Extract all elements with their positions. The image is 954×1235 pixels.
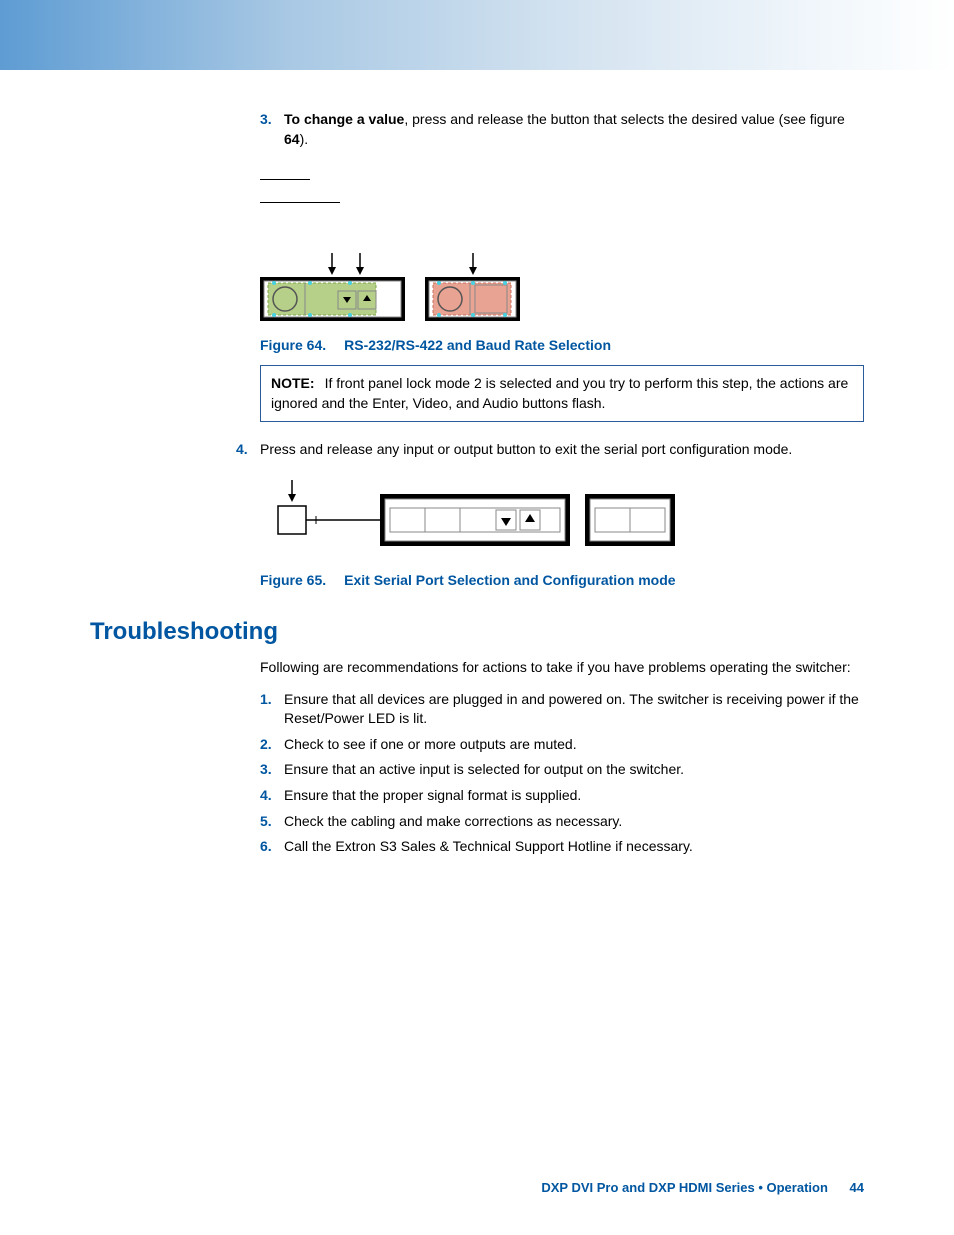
item-number: 4. [260,786,284,806]
figure-64-title: RS-232/RS-422 and Baud Rate Selection [344,337,611,353]
step-4: 4. Press and release any input or output… [236,440,864,460]
item-number: 6. [260,837,284,857]
troubleshoot-item-4: 4. Ensure that the proper signal format … [260,786,864,806]
figure-65-title-bold: Serial Port Selection and Configuration [374,572,635,588]
note-label: NOTE: [271,375,315,391]
item-number: 5. [260,812,284,832]
item-number: 3. [260,760,284,780]
item-text: Ensure that an active input is selected … [284,760,864,780]
item-text: Check to see if one or more outputs are … [284,735,864,755]
troubleshoot-item-5: 5. Check the cabling and make correction… [260,812,864,832]
step-text: To change a value, press and release the… [284,110,864,149]
troubleshooting-heading: Troubleshooting [90,618,864,646]
figure-64-area: Figure 64. RS-232/RS-422 and Baud Rate Se… [260,253,864,353]
step-4-wrap: 4. Press and release any input or output… [260,440,864,588]
figure-64-caption: Figure 64. RS-232/RS-422 and Baud Rate Se… [260,337,864,353]
troubleshoot-item-2: 2. Check to see if one or more outputs a… [260,735,864,755]
figure-64-panel-a [260,253,405,325]
item-text: Ensure that all devices are plugged in a… [284,690,864,729]
item-text: Ensure that the proper signal format is … [284,786,864,806]
blank-lines [260,179,864,203]
figure-64-panel-b [425,253,520,325]
item-number: 1. [260,690,284,729]
note-box: NOTE:If front panel lock mode 2 is selec… [260,365,864,422]
footer-text: DXP DVI Pro and DXP HDMI Series • Operat… [541,1180,828,1195]
page-footer: DXP DVI Pro and DXP HDMI Series • Operat… [541,1180,864,1195]
page-content: 3. To change a value, press and release … [0,110,954,857]
figure-65-label: Figure 65. [260,572,326,588]
figure-65-panels [260,480,864,560]
note-text: If front panel lock mode 2 is selected a… [271,375,848,411]
figure-64-panels [260,253,864,325]
step-number: 4. [236,440,260,460]
figure-65-diagram [260,480,680,560]
troubleshoot-item-6: 6. Call the Extron S3 Sales & Technical … [260,837,864,857]
troubleshooting-body: Following are recommendations for action… [260,658,864,857]
figure-65-title-tail: mode [634,572,675,588]
figure-65-area: Figure 65. Exit Serial Port Selection and… [260,480,864,588]
figure-65-caption: Figure 65. Exit Serial Port Selection and… [260,572,864,588]
blank-line-1 [260,179,310,180]
main-column: 3. To change a value, press and release … [260,110,864,422]
step-3-lead: To change a value [284,111,404,127]
figure-64-label: Figure 64. [260,337,326,353]
step-3-tail: ). [300,131,309,147]
header-gradient-bar [0,0,954,70]
item-number: 2. [260,735,284,755]
step-number: 3. [260,110,284,149]
item-text: Check the cabling and make corrections a… [284,812,864,832]
figure-65-title-lead: Exit [344,572,374,588]
troubleshoot-item-1: 1. Ensure that all devices are plugged i… [260,690,864,729]
step-text: Press and release any input or output bu… [260,440,864,460]
footer-page-number: 44 [850,1180,864,1195]
item-text: Call the Extron S3 Sales & Technical Sup… [284,837,864,857]
troubleshooting-intro: Following are recommendations for action… [260,658,864,678]
blank-line-2 [260,202,340,203]
troubleshoot-item-3: 3. Ensure that an active input is select… [260,760,864,780]
step-3: 3. To change a value, press and release … [260,110,864,149]
step-3-figref: 64 [284,131,300,147]
step-3-after: , press and release the button that sele… [404,111,845,127]
